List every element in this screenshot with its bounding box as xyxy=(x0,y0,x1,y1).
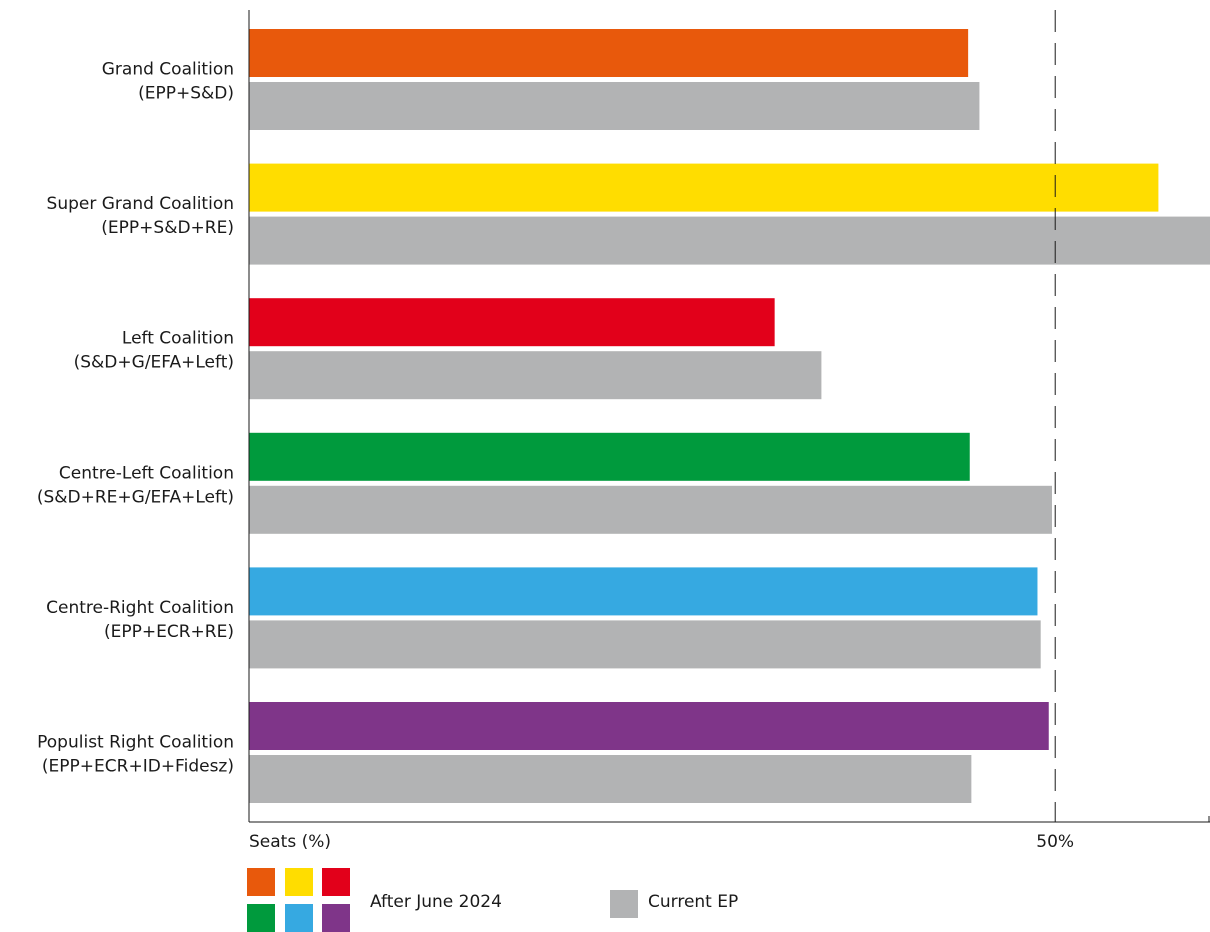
legend-current-label: Current EP xyxy=(648,892,739,912)
category-label-0-line2: (EPP+S&D) xyxy=(138,84,234,104)
bar-after-0 xyxy=(249,29,969,77)
bar-after-3 xyxy=(249,432,970,481)
legend-after-swatch-2 xyxy=(322,868,350,896)
bar-after-5 xyxy=(249,702,1049,750)
category-label-2-line1: Left Coalition xyxy=(122,329,234,349)
category-label-3-line1: Centre-Left Coalition xyxy=(59,463,234,483)
category-label-5-line2: (EPP+ECR+ID+Fidesz) xyxy=(42,757,234,777)
coalition-bar-chart: Grand Coalition (EPP+S&D) Super Grand Coal… xyxy=(37,10,1210,852)
legend-after-swatch-0 xyxy=(247,868,275,896)
bar-after-2 xyxy=(249,298,775,347)
bar-current-0 xyxy=(249,82,980,130)
category-label-4-line1: Centre-Right Coalition xyxy=(46,598,234,618)
category-label-1-line1: Super Grand Coalition xyxy=(47,194,234,214)
bar-current-5 xyxy=(249,755,972,803)
reference-line-label: 50% xyxy=(1036,832,1074,852)
legend-after-label: After June 2024 xyxy=(370,892,502,912)
category-label-2-line2: (S&D+G/EFA+Left) xyxy=(74,353,234,373)
category-label-3-line2: (S&D+RE+G/EFA+Left) xyxy=(37,487,234,507)
legend-after-swatch-5 xyxy=(322,904,350,932)
category-label-5-line1: Populist Right Coalition xyxy=(37,733,234,753)
bar-current-3 xyxy=(249,485,1052,534)
legend-after-swatch-4 xyxy=(285,904,313,932)
category-label-4-line2: (EPP+ECR+RE) xyxy=(104,622,234,642)
bar-after-4 xyxy=(249,567,1038,616)
x-axis-label: Seats (%) xyxy=(249,832,331,852)
bar-current-1 xyxy=(249,216,1210,265)
bar-current-2 xyxy=(249,351,822,400)
category-label-1-line2: (EPP+S&D+RE) xyxy=(101,218,234,238)
bar-after-1 xyxy=(249,163,1159,212)
category-label-0-line1: Grand Coalition xyxy=(102,60,234,80)
legend-after-swatch-1 xyxy=(285,868,313,896)
legend-current-swatch xyxy=(610,890,638,918)
legend-after-swatch-3 xyxy=(247,904,275,932)
bar-current-4 xyxy=(249,620,1041,669)
